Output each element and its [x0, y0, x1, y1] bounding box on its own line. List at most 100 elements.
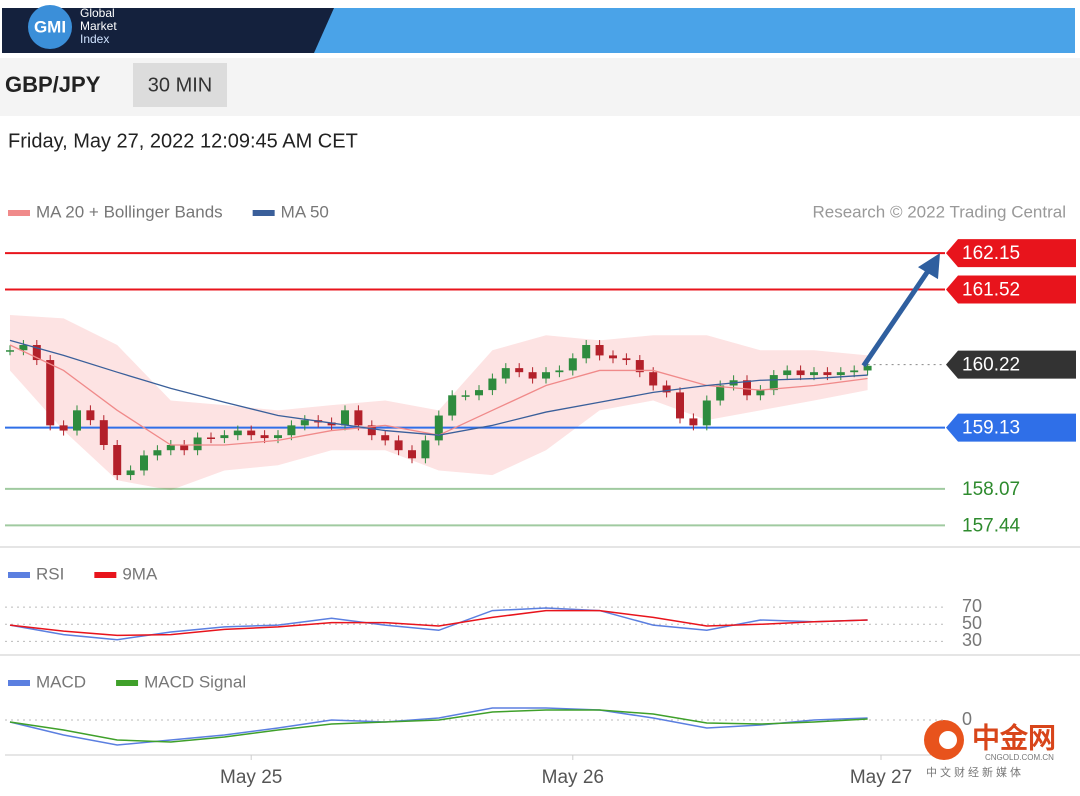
candle: [823, 372, 832, 376]
interval[interactable]: 30 MIN: [148, 74, 212, 96]
candle: [46, 360, 55, 426]
candle: [836, 372, 845, 376]
candle: [140, 455, 148, 471]
candle: [233, 430, 242, 436]
candle: [59, 425, 68, 431]
candle: [421, 440, 430, 459]
candle: [448, 395, 457, 416]
candle: [274, 435, 282, 439]
level-label-bg: [946, 350, 1076, 379]
candle: [99, 420, 108, 446]
x-tick-label: May 26: [542, 767, 604, 788]
indicator-line: [9, 709, 868, 743]
target-arrow: [861, 263, 935, 368]
indicator-line: [9, 707, 868, 746]
candle: [622, 358, 631, 361]
bollinger-band: [10, 314, 868, 491]
candle: [475, 390, 483, 396]
candle: [769, 375, 778, 391]
candle: [662, 385, 671, 393]
candle: [32, 345, 41, 361]
watermark-domain: CNGOLD.COM.CN: [985, 753, 1054, 762]
level-label-bg: [946, 413, 1076, 442]
legend-label: MA 50: [281, 202, 329, 221]
candle: [488, 378, 497, 391]
watermark-logo-inner: [939, 731, 957, 749]
candle: [86, 410, 95, 421]
candle: [180, 445, 189, 451]
candle: [850, 370, 859, 373]
x-tick-label: May 25: [220, 767, 282, 788]
candle: [595, 345, 604, 356]
logo-circle: [28, 5, 72, 49]
logo: GMI: [34, 17, 66, 36]
candle: [341, 410, 349, 426]
legend-label: MACD Signal: [144, 672, 246, 691]
y-tick-label: 70: [962, 596, 982, 616]
candle: [689, 418, 698, 426]
candle: [394, 440, 403, 451]
candle: [863, 365, 872, 371]
brand-line: Global: [80, 6, 115, 20]
candle: [153, 450, 162, 456]
brand-line: Index: [80, 32, 109, 46]
level-label: 160.22: [962, 355, 1020, 376]
candle: [287, 425, 296, 436]
interval-button[interactable]: [133, 63, 227, 107]
level-label: 157.44: [962, 515, 1021, 536]
candle: [381, 435, 390, 441]
candle: [542, 372, 550, 379]
y-tick-label: 30: [962, 630, 982, 650]
header-logo-bg: [2, 8, 334, 53]
candle: [568, 358, 577, 371]
legend-swatch: [252, 210, 275, 216]
candle: [716, 385, 725, 401]
legend-swatch: [94, 572, 117, 578]
candle: [126, 470, 135, 476]
candle: [207, 437, 215, 439]
candle: [193, 437, 202, 451]
legend-swatch: [116, 680, 139, 686]
candle: [649, 372, 658, 386]
candle: [327, 422, 336, 426]
legend-swatch: [8, 572, 30, 578]
candle: [783, 370, 792, 376]
candle: [810, 372, 818, 376]
symbol: GBP/JPY: [5, 72, 101, 97]
indicator-line: [9, 609, 868, 637]
candle: [166, 445, 175, 451]
candle: [582, 345, 591, 359]
brand-line: Market: [80, 19, 117, 33]
legend-label: MA 20 + Bollinger Bands: [36, 202, 223, 221]
candle: [6, 350, 14, 352]
level-label-bg: [946, 239, 1076, 268]
legend-swatch: [8, 210, 30, 216]
copyright: Research © 2022 Trading Central: [813, 202, 1067, 221]
candle: [260, 435, 269, 439]
candle: [515, 368, 524, 373]
candle: [19, 345, 28, 351]
watermark-tagline: 中文财经新媒体: [926, 765, 1024, 779]
candle: [434, 415, 443, 441]
candle: [676, 392, 684, 419]
y-tick-label: 50: [962, 613, 982, 633]
candle: [756, 390, 765, 396]
candle: [555, 370, 564, 373]
candle: [702, 400, 711, 426]
level-label: 162.15: [962, 243, 1020, 264]
level-label: 158.07: [962, 479, 1020, 500]
legend-label: MACD: [36, 672, 86, 691]
level-label: 159.13: [962, 418, 1020, 439]
timestamp: Friday, May 27, 2022 12:09:45 AM CET: [8, 130, 358, 152]
level-label: 161.52: [962, 280, 1020, 301]
candle: [220, 435, 229, 439]
candle: [300, 420, 309, 426]
level-label-bg: [946, 275, 1076, 304]
candle: [354, 410, 363, 426]
candle: [113, 445, 122, 476]
candle: [528, 372, 537, 379]
moving-average: [9, 339, 868, 436]
candle: [796, 370, 805, 376]
